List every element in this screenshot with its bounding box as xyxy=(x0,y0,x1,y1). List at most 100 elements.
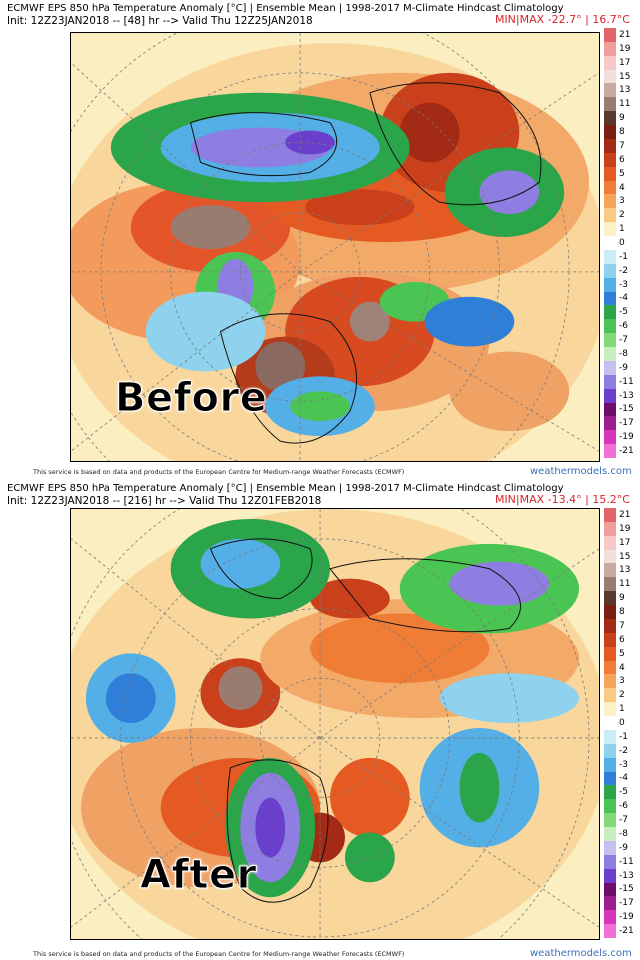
legend-swatch xyxy=(604,854,616,870)
legend-label: -4 xyxy=(619,293,628,304)
legend-label: -19 xyxy=(619,432,634,443)
legend-label: -7 xyxy=(619,815,628,826)
legend-label: 13 xyxy=(619,85,631,96)
legend-label: -19 xyxy=(619,912,634,923)
legend-label: 9 xyxy=(619,113,625,124)
legend-swatch xyxy=(604,388,616,403)
legend-label: 0 xyxy=(619,238,625,248)
legend-swatch xyxy=(604,83,616,98)
legend-swatch xyxy=(604,55,616,71)
legend-swatch xyxy=(604,785,616,800)
legend-swatch xyxy=(604,319,616,334)
legend-label: 8 xyxy=(619,127,625,138)
map-graphic xyxy=(71,33,599,461)
legend-label: -21 xyxy=(619,446,634,457)
legend-swatch xyxy=(604,97,616,112)
legend-swatch xyxy=(604,882,616,897)
legend-label: -2 xyxy=(619,745,628,756)
legend-label: 21 xyxy=(619,29,631,40)
legend-swatch xyxy=(604,549,616,564)
legend-swatch xyxy=(604,827,616,842)
temperature-anomaly-map xyxy=(70,508,600,940)
legend-label: -6 xyxy=(619,801,628,812)
color-legend: 21 19 17 15 13 11 9 8 7 6 5 4 3 2 1 0 -1 -2 -3 -4 -5 -6 -7 -8 -9… xyxy=(604,508,638,939)
legend-swatch xyxy=(604,535,616,551)
legend-swatch xyxy=(604,563,616,578)
ecmwf-notice: This service is based on data and produc… xyxy=(33,468,405,476)
legend-label: 2 xyxy=(619,210,625,221)
map-title: ECMWF EPS 850 hPa Temperature Anomaly [°… xyxy=(7,483,564,494)
legend-swatch xyxy=(604,305,616,320)
legend-label: -9 xyxy=(619,842,628,853)
legend-label: 3 xyxy=(619,196,625,207)
legend-label: -17 xyxy=(619,418,634,429)
legend-swatch xyxy=(604,868,616,883)
legend-label: 0 xyxy=(619,718,625,728)
legend-label: 8 xyxy=(619,607,625,618)
legend-label: 4 xyxy=(619,182,625,193)
legend-label: -3 xyxy=(619,279,628,290)
legend-label: 15 xyxy=(619,71,631,82)
legend-swatch xyxy=(604,194,616,209)
legend-swatch xyxy=(604,688,616,703)
legend-label: -5 xyxy=(619,787,628,798)
legend-swatch xyxy=(604,263,616,279)
legend-swatch xyxy=(604,910,616,925)
legend-label: -11 xyxy=(619,376,634,387)
legend-swatch xyxy=(604,743,616,759)
legend-swatch xyxy=(604,757,616,773)
legend-label: 17 xyxy=(619,57,631,68)
map-title: ECMWF EPS 850 hPa Temperature Anomaly [°… xyxy=(7,3,564,14)
ecmwf-notice: This service is based on data and produc… xyxy=(33,950,405,958)
legend-label: -2 xyxy=(619,265,628,276)
brand-link[interactable]: weathermodels.com xyxy=(530,948,632,959)
legend-label: 5 xyxy=(619,648,625,659)
legend-swatch xyxy=(604,41,616,57)
legend-label: 9 xyxy=(619,593,625,604)
legend-label: -15 xyxy=(619,404,634,415)
legend-swatch xyxy=(604,166,616,182)
legend-swatch xyxy=(604,924,616,939)
brand-link[interactable]: weathermodels.com xyxy=(530,466,632,477)
legend-label: -1 xyxy=(619,731,628,742)
legend-swatch xyxy=(604,333,616,348)
legend-swatch xyxy=(604,674,616,689)
legend-swatch xyxy=(604,896,616,911)
legend-swatch xyxy=(604,632,616,648)
legend-swatch xyxy=(604,208,616,223)
legend-label: -8 xyxy=(619,348,628,359)
legend-swatch xyxy=(604,840,616,856)
legend-label: -17 xyxy=(619,898,634,909)
legend-label: 1 xyxy=(619,224,625,235)
legend-label: 7 xyxy=(619,140,625,151)
legend-swatch xyxy=(604,521,616,537)
legend-swatch xyxy=(604,222,616,237)
legend-swatch xyxy=(604,813,616,828)
legend-swatch xyxy=(604,577,616,592)
legend-swatch xyxy=(604,374,616,390)
legend-label: -11 xyxy=(619,856,634,867)
legend-swatch xyxy=(604,125,616,140)
after-label: After xyxy=(140,852,257,899)
legend-label: 7 xyxy=(619,620,625,631)
legend-swatch xyxy=(604,69,616,84)
legend-swatch xyxy=(604,402,616,417)
map-graphic xyxy=(71,509,599,939)
legend-label: 6 xyxy=(619,634,625,645)
legend-label: 2 xyxy=(619,690,625,701)
legend-swatch xyxy=(604,605,616,620)
legend-swatch xyxy=(604,347,616,362)
legend-swatch xyxy=(604,291,616,306)
legend-swatch xyxy=(604,430,616,445)
legend-label: -13 xyxy=(619,390,634,401)
legend-label: -4 xyxy=(619,773,628,784)
legend-label: -6 xyxy=(619,321,628,332)
legend-label: 5 xyxy=(619,168,625,179)
legend-label: 6 xyxy=(619,154,625,165)
legend-label: -5 xyxy=(619,307,628,318)
legend-swatch xyxy=(604,416,616,431)
legend-swatch xyxy=(604,138,616,154)
legend-swatch xyxy=(604,249,616,265)
legend-swatch xyxy=(604,180,616,195)
legend-label: -3 xyxy=(619,759,628,770)
